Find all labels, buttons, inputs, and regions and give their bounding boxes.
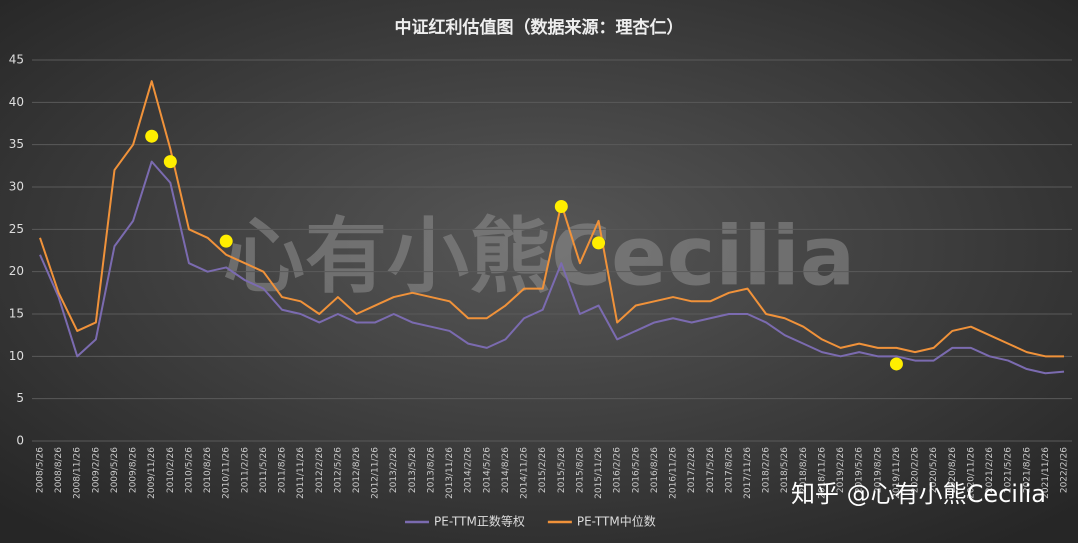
highlight-marker bbox=[889, 357, 903, 371]
x-tick-label: 2010/11/26 bbox=[222, 447, 232, 499]
y-tick-label: 30 bbox=[9, 180, 24, 194]
chart-title: 中证红利估值图（数据来源：理杏仁） bbox=[395, 17, 684, 38]
x-tick-label: 2010/2/26 bbox=[166, 447, 176, 493]
y-tick-label: 40 bbox=[9, 95, 24, 109]
x-tick-label: 2015/2/26 bbox=[538, 447, 548, 493]
x-tick-label: 2013/11/26 bbox=[445, 447, 455, 499]
y-tick-label: 20 bbox=[9, 264, 24, 278]
x-tick-label: 2020/8/26 bbox=[948, 447, 958, 493]
x-tick-label: 2009/8/26 bbox=[129, 447, 139, 493]
x-tick-label: 2020/11/26 bbox=[966, 447, 976, 499]
x-tick-label: 2020/5/26 bbox=[929, 447, 939, 493]
y-tick-label: 35 bbox=[9, 137, 24, 151]
x-tick-label: 2019/5/26 bbox=[855, 447, 865, 493]
highlight-marker bbox=[163, 155, 177, 169]
x-tick-label: 2022/2/26 bbox=[1060, 447, 1070, 493]
x-tick-label: 2018/2/26 bbox=[762, 447, 772, 493]
highlight-marker bbox=[554, 199, 568, 213]
highlight-marker bbox=[219, 234, 233, 248]
x-tick-label: 2014/8/26 bbox=[501, 447, 511, 493]
x-tick-label: 2010/5/26 bbox=[184, 447, 194, 493]
y-tick-label: 45 bbox=[9, 53, 24, 67]
x-tick-label: 2017/5/26 bbox=[706, 447, 716, 493]
x-tick-label: 2013/8/26 bbox=[426, 447, 436, 493]
x-tick-label: 2017/8/26 bbox=[724, 447, 734, 493]
y-tick-label: 5 bbox=[16, 391, 24, 405]
x-tick-label: 2014/2/26 bbox=[464, 447, 474, 493]
watermark: 心有小熊Cecilia bbox=[223, 209, 855, 304]
highlight-marker bbox=[592, 236, 606, 250]
x-tick-label: 2015/5/26 bbox=[557, 447, 567, 493]
x-tick-label: 2011/5/26 bbox=[259, 447, 269, 493]
x-tick-label: 2021/2/26 bbox=[985, 447, 995, 493]
x-tick-label: 2021/11/26 bbox=[1041, 447, 1051, 499]
x-tick-label: 2017/2/26 bbox=[687, 447, 697, 493]
x-tick-label: 2012/8/26 bbox=[352, 447, 362, 493]
x-tick-label: 2008/8/26 bbox=[54, 447, 64, 493]
x-tick-label: 2016/2/26 bbox=[613, 447, 623, 493]
legend-label: PE-TTM中位数 bbox=[577, 514, 656, 529]
x-tick-label: 2012/5/26 bbox=[333, 447, 343, 493]
y-tick-label: 15 bbox=[9, 307, 24, 321]
x-tick-label: 2009/11/26 bbox=[147, 447, 157, 499]
x-tick-label: 2014/11/26 bbox=[520, 447, 530, 499]
x-tick-label: 2017/11/26 bbox=[743, 447, 753, 499]
x-tick-label: 2018/8/26 bbox=[799, 447, 809, 493]
y-tick-label: 25 bbox=[9, 222, 24, 236]
x-tick-label: 2011/11/26 bbox=[296, 447, 306, 499]
highlight-marker bbox=[145, 129, 159, 143]
x-tick-label: 2013/2/26 bbox=[389, 447, 399, 493]
x-tick-label: 2015/8/26 bbox=[575, 447, 585, 493]
x-tick-label: 2019/2/26 bbox=[836, 447, 846, 493]
x-tick-label: 2020/2/26 bbox=[911, 447, 921, 493]
x-tick-label: 2009/2/26 bbox=[91, 447, 101, 493]
x-tick-label: 2015/11/26 bbox=[594, 447, 604, 499]
x-tick-label: 2012/11/26 bbox=[371, 447, 381, 499]
y-tick-label: 0 bbox=[16, 434, 24, 448]
x-tick-label: 2016/11/26 bbox=[669, 447, 679, 499]
x-tick-label: 2016/8/26 bbox=[650, 447, 660, 493]
x-tick-label: 2016/5/26 bbox=[631, 447, 641, 493]
x-tick-label: 2014/5/26 bbox=[482, 447, 492, 493]
x-tick-label: 2011/8/26 bbox=[278, 447, 288, 493]
x-tick-label: 2011/2/26 bbox=[240, 447, 250, 493]
x-tick-label: 2012/2/26 bbox=[315, 447, 325, 493]
x-tick-label: 2008/11/26 bbox=[73, 447, 83, 499]
x-tick-label: 2010/8/26 bbox=[203, 447, 213, 493]
x-tick-label: 2013/5/26 bbox=[408, 447, 418, 493]
x-tick-label: 2008/5/26 bbox=[36, 447, 46, 493]
x-tick-label: 2021/5/26 bbox=[1004, 447, 1014, 493]
x-tick-label: 2019/11/26 bbox=[892, 447, 902, 499]
credit: 知乎 @心有小熊Cecilia bbox=[791, 480, 1046, 508]
y-tick-label: 10 bbox=[9, 349, 24, 363]
x-tick-label: 2009/5/26 bbox=[110, 447, 120, 493]
x-tick-label: 2021/8/26 bbox=[1022, 447, 1032, 493]
series-line bbox=[39, 160, 1065, 375]
x-tick-label: 2018/5/26 bbox=[780, 447, 790, 493]
x-tick-label: 2018/11/26 bbox=[817, 447, 827, 499]
x-tick-label: 2019/8/26 bbox=[873, 447, 883, 493]
legend-label: PE-TTM正数等权 bbox=[434, 514, 525, 529]
series-line bbox=[39, 80, 1064, 358]
